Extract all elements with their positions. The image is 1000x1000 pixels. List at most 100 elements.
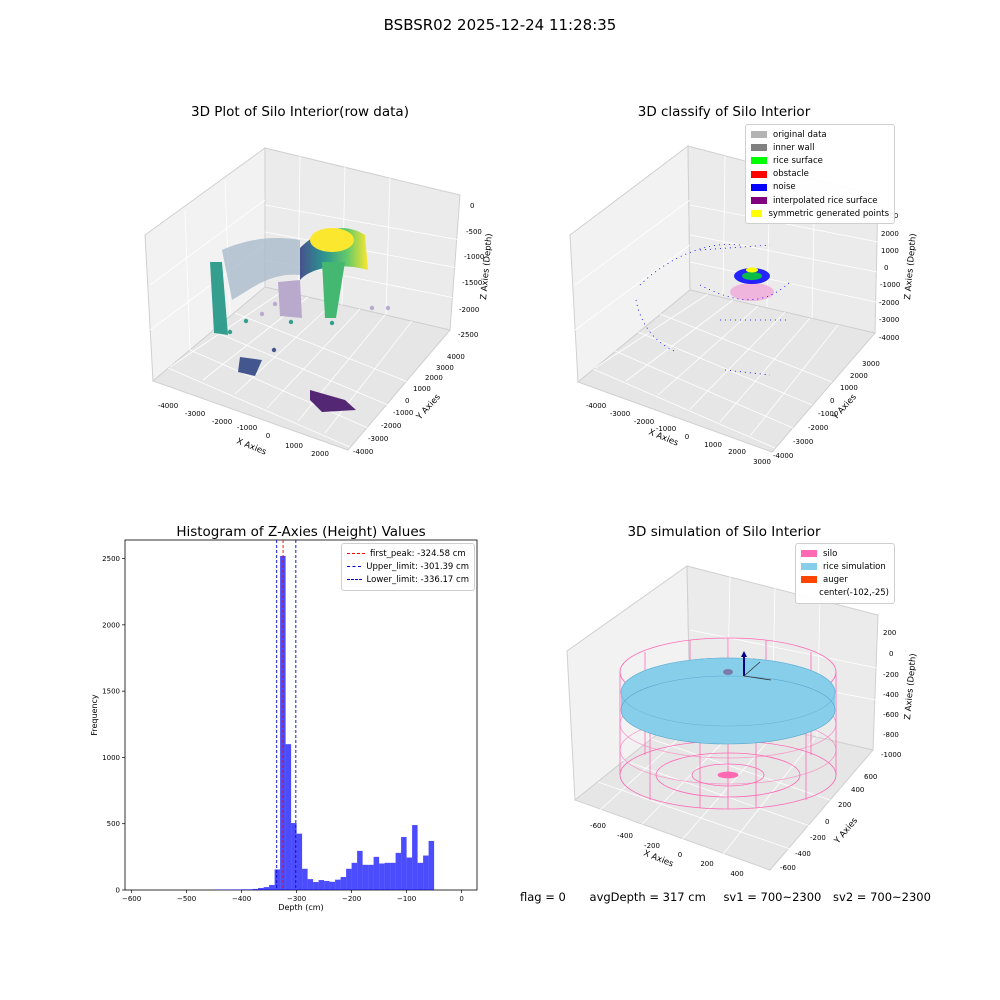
legend-label: rice simulation — [823, 561, 886, 572]
simulation-ztick: 0 — [889, 650, 893, 658]
simulation-xtick: -400 — [617, 832, 633, 840]
auger-assembly — [723, 651, 772, 681]
simulation-ytick: 600 — [864, 773, 877, 781]
raw-ytick: 0 — [405, 397, 409, 405]
histogram-bar — [417, 862, 424, 890]
histogram-title: Histogram of Z-Axies (Height) Values — [176, 524, 426, 540]
histogram-bar — [247, 889, 253, 890]
simulation-ztick: -800 — [883, 731, 899, 739]
histogram-bar — [384, 862, 391, 890]
raw-tick-labels: -4000 -3000 -2000 -1000 0 1000 2000 -400… — [158, 202, 485, 458]
legend-swatch — [801, 563, 817, 571]
legend-swatch — [751, 210, 763, 218]
legend-label: noise — [773, 182, 796, 193]
raw-ylabel: Y Axies — [414, 392, 443, 423]
simulation-legend: silo rice simulation auger center(-102,-… — [795, 543, 895, 604]
histogram-threshold-lines — [276, 540, 297, 890]
classify-ytick: 2000 — [850, 372, 868, 380]
raw-xtick: 1000 — [285, 442, 303, 450]
histogram-bar — [379, 863, 385, 890]
histogram-xlabel: Depth (cm) — [278, 903, 323, 912]
legend-swatch — [751, 197, 767, 205]
classify-ytick: 3000 — [862, 360, 880, 368]
histogram-xtick-label: −400 — [232, 895, 251, 903]
histogram-y-ticks: 0 500 1000 1500 2000 2500 — [102, 555, 125, 895]
simulation-ylabel: Y Axies — [832, 816, 860, 847]
classify-points — [635, 243, 791, 376]
histogram-bar — [340, 877, 347, 890]
raw-ytick: 3000 — [436, 364, 454, 372]
histogram-bar — [335, 879, 341, 890]
classify-ztick: -2000 — [879, 299, 899, 307]
raw-ztick: -2000 — [459, 306, 479, 314]
status-sv2: sv2 = 700~2300 — [833, 890, 931, 904]
simulation-ytick: 0 — [825, 818, 829, 826]
raw-ytick: -4000 — [353, 448, 373, 456]
histogram-bar — [357, 850, 363, 890]
histogram-bar — [412, 825, 418, 890]
histogram-ytick-label: 2000 — [102, 621, 120, 629]
legend-swatch — [751, 157, 767, 165]
classify-xtick: 1000 — [704, 441, 722, 449]
raw-xtick: -4000 — [158, 402, 178, 410]
classify-ytick: -2000 — [808, 424, 828, 432]
simulation-floor — [573, 707, 874, 871]
simulation-xlabel: X Axies — [642, 849, 675, 870]
legend-label: first_peak: -324.58 cm — [370, 548, 466, 559]
histogram-xtick-label: 0 — [459, 895, 463, 903]
histogram-bar — [362, 864, 369, 890]
legend-label: obstacle — [773, 169, 809, 180]
legend-label: original data — [773, 129, 827, 140]
histogram-bar — [324, 880, 330, 890]
legend-item-rice-surface: rice surface — [751, 154, 889, 167]
histogram-ytick-label: 500 — [107, 820, 120, 828]
simulation-ytick: -600 — [780, 864, 796, 872]
legend-swatch — [751, 131, 767, 139]
legend-item-inner-wall: inner wall — [751, 141, 889, 154]
raw-ztick: -500 — [466, 228, 482, 236]
status-avg-depth: avgDepth = 317 cm — [589, 890, 706, 904]
histogram-bar — [285, 744, 292, 890]
classify-ztick: -3000 — [879, 316, 899, 324]
histogram-chart: −600 −500 −400 −300 −200 −100 0 0 500 1000 1500 20… — [90, 539, 478, 912]
histogram-bar — [351, 862, 358, 890]
simulation-zlabel: Z Axies (Depth) — [903, 653, 919, 720]
legend-item-auger: auger — [801, 573, 889, 586]
classify-ylabel: Y Axies — [830, 392, 859, 423]
raw-plot-title: 3D Plot of Silo Interior(row data) — [191, 104, 409, 120]
raw-ytick: -2000 — [381, 422, 401, 430]
histogram-frame — [124, 539, 478, 891]
histogram-bar — [373, 856, 380, 890]
legend-swatch — [801, 590, 813, 597]
raw-ytick: 1000 — [413, 385, 431, 393]
simulation-ytick: -400 — [795, 850, 811, 858]
legend-label: Upper_limit: -301.39 cm — [366, 561, 469, 572]
classify-ztick: 1000 — [881, 247, 899, 255]
legend-label: interpolated rice surface — [773, 195, 878, 206]
histogram-x-ticks: −600 −500 −400 −300 −200 −100 0 — [122, 890, 464, 903]
classify-xtick: 3000 — [753, 458, 771, 466]
legend-line-swatch — [347, 553, 365, 555]
raw-ztick: -2500 — [458, 331, 478, 339]
simulation-ztick: -200 — [883, 671, 899, 679]
legend-item-silo: silo — [801, 547, 889, 560]
legend-line-swatch — [347, 566, 362, 568]
raw-grid — [149, 155, 461, 448]
simulation-xtick: -200 — [644, 842, 660, 850]
histogram-bar — [307, 879, 314, 890]
histogram-ytick-label: 1000 — [102, 754, 120, 762]
classify-ytick: -1000 — [818, 410, 838, 418]
simulation-3d-plot: -600 -400 -200 0 200 400 -600 -400 -200 … — [566, 565, 919, 878]
simulation-xtick: -600 — [590, 822, 606, 830]
classify-zlabel: Z Axies (Depth) — [903, 233, 919, 300]
histogram-xtick-label: −500 — [177, 895, 196, 903]
raw-xtick: -1000 — [237, 424, 257, 432]
legend-swatch — [751, 183, 767, 191]
simulation-ytick: 400 — [851, 786, 864, 794]
legend-label: inner wall — [773, 142, 815, 153]
legend-label: Lower_limit: -336.17 cm — [366, 574, 469, 585]
rice-surface — [620, 657, 836, 745]
legend-item-upper-limit: Upper_limit: -301.39 cm — [347, 560, 469, 573]
histogram-xtick-label: −300 — [287, 895, 306, 903]
